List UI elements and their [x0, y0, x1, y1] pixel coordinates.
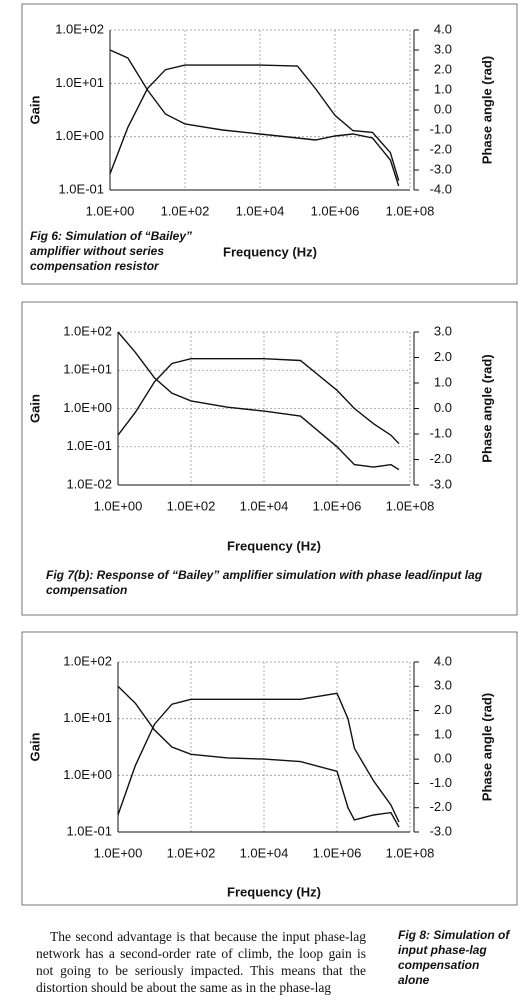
- series-line: [117, 692, 400, 823]
- y2-tick-label: 4.0: [434, 21, 452, 36]
- x-tick-label: 1.0E+04: [240, 845, 289, 860]
- y2-tick-label: 2.0: [434, 702, 452, 717]
- y2-tick-label: 0.0: [434, 101, 452, 116]
- x-tick-label: 1.0E+06: [313, 498, 362, 513]
- x-tick-label: 1.0E+04: [240, 498, 289, 513]
- caption: Fig 6: Simulation of “Bailey” amplifier …: [30, 229, 193, 273]
- y2-tick-label: -3.0: [430, 823, 452, 838]
- y-axis-title: Gain: [27, 732, 42, 761]
- y-tick-label: 1.0E-02: [66, 476, 112, 491]
- y-tick-label: 1.0E+01: [55, 75, 104, 90]
- series-line: [117, 358, 400, 445]
- y2-axis-title: Phase angle (rad): [479, 693, 494, 801]
- y2-tick-label: 0.0: [434, 400, 452, 415]
- x-tick-label: 1.0E+00: [94, 845, 143, 860]
- x-axis-title: Frequency (Hz): [227, 884, 321, 899]
- x-tick-label: 1.0E+06: [313, 845, 362, 860]
- x-tick-label: 1.0E+02: [167, 845, 216, 860]
- x-tick-label: 1.0E+00: [94, 498, 143, 513]
- y2-tick-label: -2.0: [430, 451, 452, 466]
- y-tick-label: 1.0E-01: [66, 438, 112, 453]
- y2-tick-label: -1.0: [430, 425, 452, 440]
- caption: Fig 7(b): Response of “Bailey” amplifier…: [46, 568, 483, 597]
- body-text: The second advantage is that because the…: [36, 929, 366, 995]
- y2-tick-label: -3.0: [430, 161, 452, 176]
- y2-tick-label: -3.0: [430, 476, 452, 491]
- y-tick-label: 1.0E+02: [55, 21, 104, 36]
- series-line: [117, 331, 400, 471]
- series-line: [109, 64, 400, 181]
- y2-tick-label: 3.0: [434, 323, 452, 338]
- y2-tick-label: 2.0: [434, 349, 452, 364]
- y-tick-label: 1.0E+02: [63, 653, 112, 668]
- y2-tick-label: -4.0: [430, 181, 452, 196]
- y-tick-label: 1.0E+01: [63, 710, 112, 725]
- y-tick-label: 1.0E+01: [63, 362, 112, 377]
- y-axis-title: Gain: [27, 394, 42, 423]
- y2-tick-label: 4.0: [434, 653, 452, 668]
- y-tick-label: 1.0E+00: [55, 128, 104, 143]
- series-line: [109, 49, 400, 187]
- x-tick-label: 1.0E+02: [161, 203, 210, 218]
- y-tick-label: 1.0E+00: [63, 767, 112, 782]
- y-tick-label: 1.0E-01: [66, 823, 112, 838]
- y-tick-label: 1.0E-01: [58, 181, 104, 196]
- x-tick-label: 1.0E+04: [236, 203, 285, 218]
- y-tick-label: 1.0E+00: [63, 400, 112, 415]
- y2-tick-label: -2.0: [430, 799, 452, 814]
- x-tick-label: 1.0E+06: [311, 203, 360, 218]
- x-tick-label: 1.0E+08: [386, 498, 435, 513]
- caption: Fig 8: Simulation of input phase-lag com…: [398, 928, 510, 987]
- y2-tick-label: 1.0: [434, 726, 452, 741]
- y2-tick-label: 0.0: [434, 751, 452, 766]
- y-tick-label: 1.0E+02: [63, 323, 112, 338]
- y2-tick-label: 3.0: [434, 678, 452, 693]
- y2-tick-label: 1.0: [434, 374, 452, 389]
- x-tick-label: 1.0E+00: [86, 203, 135, 218]
- y2-axis-title: Phase angle (rad): [479, 56, 494, 164]
- chart-frame: [21, 631, 518, 906]
- y-axis-title: Gain: [27, 95, 42, 124]
- y2-tick-label: 1.0: [434, 81, 452, 96]
- x-tick-label: 1.0E+02: [167, 498, 216, 513]
- y2-tick-label: 3.0: [434, 41, 452, 56]
- x-axis-title: Frequency (Hz): [227, 538, 321, 553]
- chart-frame: [21, 301, 518, 616]
- series-line: [117, 685, 400, 828]
- y2-axis-title: Phase angle (rad): [479, 354, 494, 462]
- y2-tick-label: 2.0: [434, 61, 452, 76]
- chart-frame: [21, 3, 518, 285]
- y2-tick-label: -2.0: [430, 141, 452, 156]
- x-tick-label: 1.0E+08: [386, 845, 435, 860]
- x-tick-label: 1.0E+08: [386, 203, 435, 218]
- y2-tick-label: -1.0: [430, 121, 452, 136]
- x-axis-title: Frequency (Hz): [223, 244, 317, 259]
- y2-tick-label: -1.0: [430, 775, 452, 790]
